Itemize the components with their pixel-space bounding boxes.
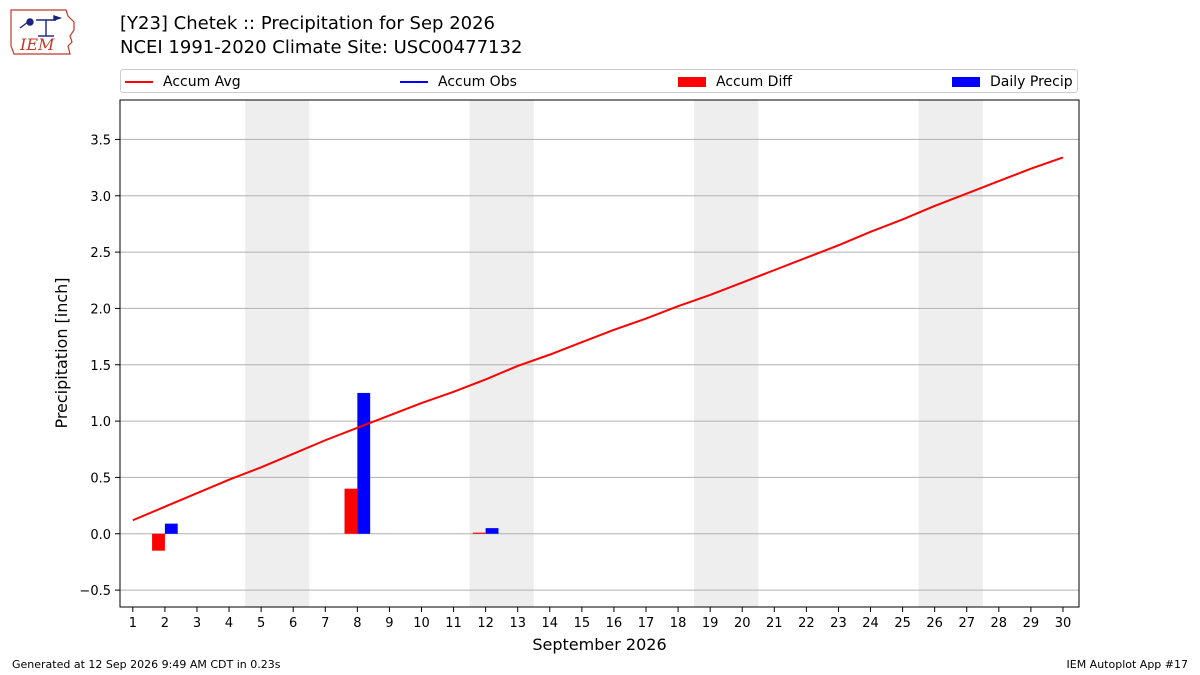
x-tick-label: 21 <box>766 616 783 631</box>
x-tick-label: 24 <box>862 616 879 631</box>
x-tick-label: 27 <box>958 616 975 631</box>
x-tick-label: 12 <box>477 616 494 631</box>
weekend-span-3 <box>918 100 983 607</box>
x-tick-label: 30 <box>1055 616 1072 631</box>
x-tick-label: 15 <box>574 616 591 631</box>
legend-item-accum-diff: Accum Diff <box>678 70 792 94</box>
daily-precip-bar <box>485 528 499 534</box>
y-tick-label: 3.5 <box>90 133 111 148</box>
x-tick-label: 20 <box>734 616 751 631</box>
x-tick-label: 13 <box>509 616 526 631</box>
x-tick-label: 6 <box>289 616 297 631</box>
bars <box>152 392 499 551</box>
accum-diff-swatch <box>678 77 706 87</box>
x-tick-label: 9 <box>385 616 393 631</box>
legend-label: Accum Obs <box>438 74 517 90</box>
x-tick-label: 25 <box>894 616 911 631</box>
legend-label: Accum Avg <box>163 74 241 90</box>
x-axis-label: September 2026 <box>532 635 666 654</box>
accum-avg-swatch <box>125 81 153 83</box>
y-tick-label: 1.0 <box>90 415 111 430</box>
accum-diff-bar <box>152 533 165 551</box>
x-tick-label: 4 <box>225 616 233 631</box>
y-tick-label: 1.5 <box>90 359 111 374</box>
chart-subtitle: NCEI 1991-2020 Climate Site: USC00477132 <box>120 37 523 58</box>
x-axis-ticks: 1 2 3 4 5 6 7 8 9 10 11 12 13 14 15 16 17 18 19 20 21 22 23 24 2… <box>129 607 1072 631</box>
x-tick-label: 29 <box>1023 616 1040 631</box>
lines <box>132 156 1064 522</box>
weekend-spans <box>245 100 983 607</box>
x-tick-label: 14 <box>542 616 559 631</box>
x-tick-label: 22 <box>798 616 815 631</box>
legend-item-daily-precip: Daily Precip <box>952 70 1073 94</box>
weather-station-icon <box>19 15 63 37</box>
x-tick-label: 1 <box>129 616 137 631</box>
y-tick-label: 0.0 <box>90 528 111 543</box>
accum-obs-swatch <box>400 81 428 83</box>
y-tick-label: 0.5 <box>90 471 111 486</box>
iem-logo: IEM <box>10 9 75 55</box>
logo-text: IEM <box>19 35 55 54</box>
y-tick-label: 2.0 <box>90 302 111 317</box>
x-tick-label: 18 <box>670 616 687 631</box>
footer-app: IEM Autoplot App #17 <box>1066 658 1189 671</box>
accum-diff-bar <box>344 488 358 534</box>
x-tick-label: 3 <box>193 616 201 631</box>
accum-avg-line <box>132 156 1064 522</box>
footer-generated: Generated at 12 Sep 2026 9:49 AM CDT in … <box>12 658 281 671</box>
y-tick-label: −0.5 <box>79 584 111 599</box>
weekend-span-0 <box>245 100 310 607</box>
weekend-span-1 <box>469 100 534 607</box>
x-tick-label: 19 <box>702 616 719 631</box>
x-tick-label: 11 <box>445 616 462 631</box>
y-axis-label: Precipitation [inch] <box>52 277 71 428</box>
x-tick-label: 7 <box>321 616 329 631</box>
x-tick-label: 26 <box>926 616 943 631</box>
chart-title: [Y23] Chetek :: Precipitation for Sep 20… <box>120 13 496 34</box>
x-tick-label: 8 <box>353 616 361 631</box>
daily-precip-swatch <box>952 77 980 87</box>
accum-diff-bar <box>472 532 486 534</box>
legend: Accum Avg Accum Obs Accum Diff Daily Pre… <box>120 69 1078 93</box>
legend-item-accum-avg: Accum Avg <box>125 70 241 94</box>
legend-label: Daily Precip <box>990 74 1073 90</box>
x-tick-label: 17 <box>638 616 655 631</box>
daily-precip-bar <box>357 392 371 534</box>
x-tick-label: 28 <box>991 616 1008 631</box>
x-tick-label: 10 <box>413 616 430 631</box>
legend-item-accum-obs: Accum Obs <box>400 70 517 94</box>
daily-precip-bar <box>164 523 178 534</box>
x-tick-label: 23 <box>830 616 847 631</box>
x-tick-label: 16 <box>606 616 623 631</box>
legend-label: Accum Diff <box>716 74 793 90</box>
weekend-span-2 <box>694 100 759 607</box>
x-tick-label: 2 <box>161 616 169 631</box>
y-tick-label: 3.0 <box>90 190 111 205</box>
x-tick-label: 5 <box>257 616 265 631</box>
plot-frame <box>119 99 1080 608</box>
y-gridlines <box>120 138 1079 591</box>
y-axis-ticks: −0.5 0.0 0.5 1.0 1.5 2.0 2.5 3.0 3.5 <box>79 133 120 599</box>
y-tick-label: 2.5 <box>90 246 111 261</box>
